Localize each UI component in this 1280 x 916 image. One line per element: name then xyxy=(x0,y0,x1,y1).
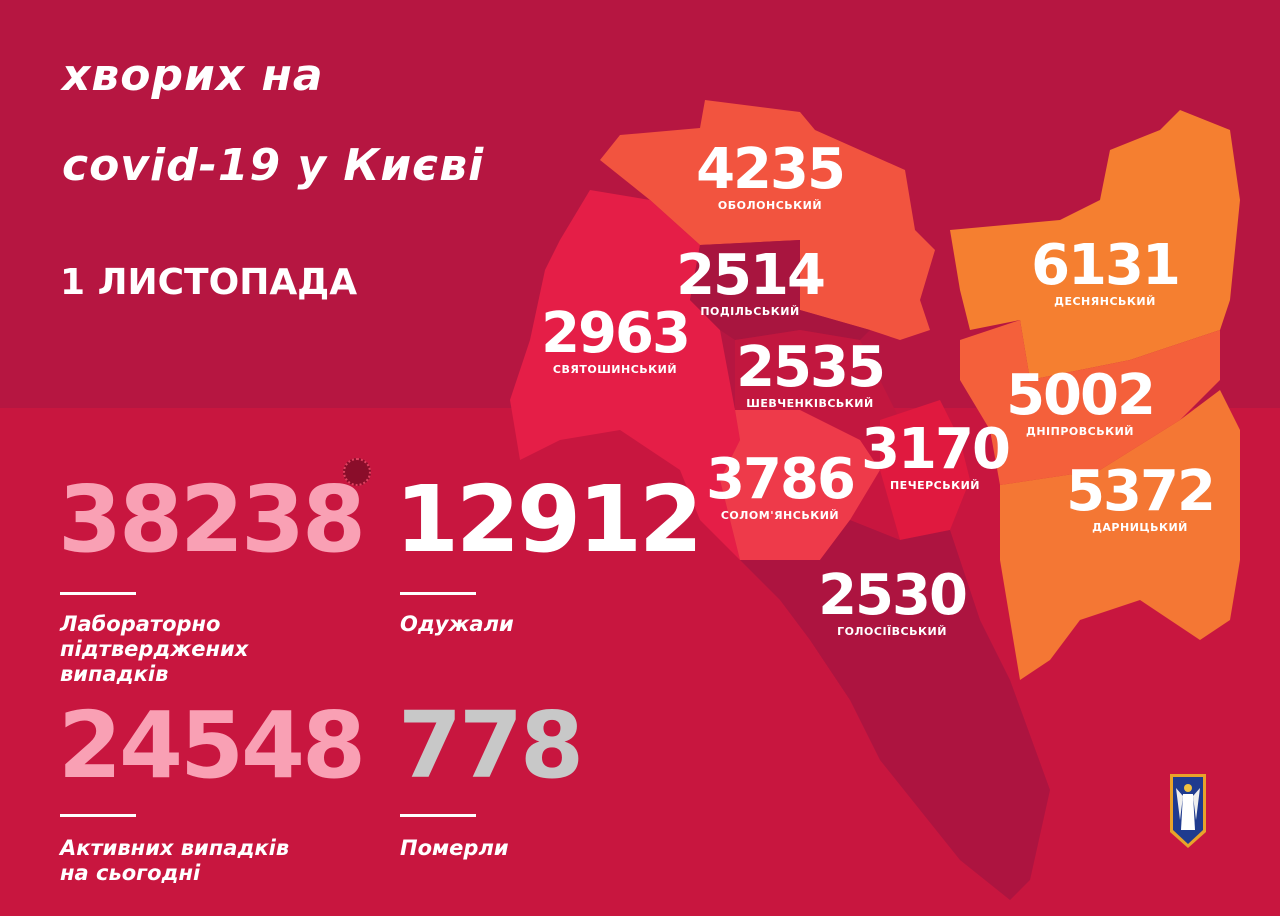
divider xyxy=(400,814,476,817)
district-solomianskyi: 3786 СОЛОМ'ЯНСЬКИЙ xyxy=(706,447,856,522)
stat-deaths-label: Померли xyxy=(400,836,509,860)
stat-active-value: 24548 xyxy=(58,692,366,799)
district-holosiivskyi: 2530 ГОЛОСІЇВСЬКИЙ xyxy=(818,563,968,638)
district-shape-pecherskyi xyxy=(880,400,970,540)
report-date: 1 ЛИСТОПАДА xyxy=(60,262,358,303)
stat-deaths-value: 778 xyxy=(398,692,584,799)
district-obolonskyi: 4235 ОБОЛОНСЬКИЙ xyxy=(696,137,846,212)
divider xyxy=(400,592,476,595)
district-shape-podilskyi xyxy=(690,240,870,340)
district-pecherskyi: 3170 ПЕЧЕРСЬКИЙ xyxy=(861,417,1011,492)
stat-recovered-label: Одужали xyxy=(400,612,514,636)
divider xyxy=(60,592,136,595)
district-desnianskyi: 6131 ДЕСНЯНСЬКИЙ xyxy=(1031,233,1181,308)
district-shape-sviatoshynskyi xyxy=(510,190,740,560)
title-line-1: хворих на xyxy=(62,50,324,101)
stat-confirmed-label: Лабораторно підтверджених випадків xyxy=(60,612,249,686)
district-darnytskyi: 5372 ДАРНИЦЬКИЙ xyxy=(1066,459,1216,534)
kyiv-coat-of-arms-logo xyxy=(1170,774,1206,848)
district-sviatoshynskyi: 2963 СВЯТОШИНСЬКИЙ xyxy=(541,301,691,376)
district-shape-solomianskyi xyxy=(720,410,880,560)
district-shape-desnianskyi xyxy=(950,110,1240,380)
district-shape-holosiivskyi xyxy=(740,520,1050,900)
stat-confirmed-value: 38238 xyxy=(58,466,366,573)
district-podilskyi: 2514 ПОДІЛЬСЬКИЙ xyxy=(676,243,826,318)
virus-icon xyxy=(343,458,371,486)
divider xyxy=(60,814,136,817)
district-shape-dniprovskyi xyxy=(960,320,1220,485)
district-dniprovskyi: 5002 ДНІПРОВСЬКИЙ xyxy=(1006,363,1156,438)
stat-active-label: Активних випадків на сьогодні xyxy=(60,836,290,885)
stat-recovered-value: 12912 xyxy=(395,466,703,573)
title-line-2: covid-19 у Києві xyxy=(62,140,485,191)
district-shape-obolonskyi xyxy=(600,100,935,340)
district-shape-shevchenkivskyi xyxy=(735,330,900,440)
district-shevchenkivskyi: 2535 ШЕВЧЕНКІВСЬКИЙ xyxy=(736,335,886,410)
district-shape-darnytskyi xyxy=(1000,390,1240,680)
